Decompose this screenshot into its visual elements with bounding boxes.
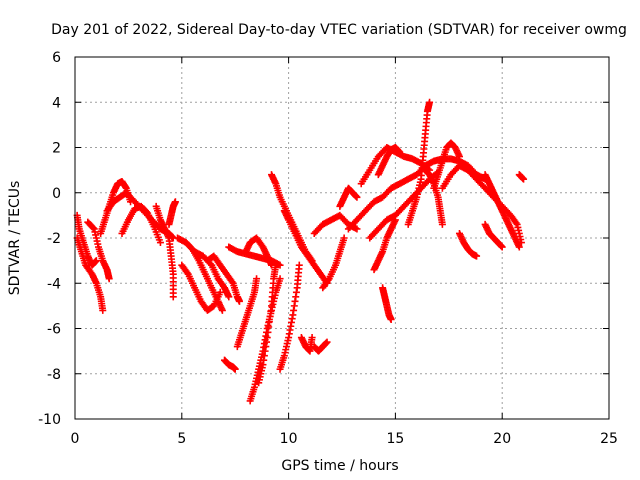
data-point: [99, 306, 107, 314]
data-point: [228, 278, 236, 286]
y-tick-label: 2: [52, 141, 61, 157]
y-tick-label: -4: [47, 276, 61, 292]
series-track12: [203, 252, 243, 305]
series-track15: [233, 275, 261, 351]
series-track18: [255, 261, 280, 387]
data-point: [92, 257, 100, 265]
series-track26: [336, 184, 361, 210]
y-tick-label: -6: [47, 322, 61, 338]
series-track39: [481, 220, 506, 251]
data-point: [169, 293, 177, 301]
series-track20: [276, 261, 303, 373]
data-point: [387, 315, 395, 323]
y-axis-title: SDTVAR / TECUs: [7, 181, 23, 296]
series-track06: [118, 202, 164, 247]
y-tick-label: -10: [38, 412, 61, 428]
data-point: [391, 216, 399, 224]
series-track13: [221, 356, 239, 373]
series-track24: [310, 211, 361, 237]
x-axis-title: GPS time / hours: [281, 458, 398, 474]
series-track03: [84, 218, 113, 283]
data-point: [235, 297, 243, 305]
x-tick-label: 5: [177, 431, 186, 447]
series-track19: [268, 171, 316, 265]
series-track30: [370, 216, 399, 274]
data-point: [396, 148, 404, 156]
data-point: [183, 269, 191, 277]
data-point: [295, 261, 303, 269]
series-track40: [515, 171, 528, 183]
series-track25: [319, 234, 348, 292]
plot-frame: [74, 56, 610, 420]
data-point: [276, 275, 284, 283]
x-tick-labels: 0 5 10 15 20 25: [71, 431, 618, 447]
data-point: [438, 220, 446, 228]
series-track38: [481, 171, 523, 251]
data-point: [340, 234, 348, 242]
data-point: [515, 243, 523, 251]
series-track37: [455, 229, 481, 260]
x-tick-label: 20: [493, 431, 511, 447]
series-track23: [310, 338, 331, 355]
data-point: [498, 243, 506, 251]
x-tick-label: 0: [71, 431, 80, 447]
data-point: [272, 261, 280, 269]
data-point: [426, 98, 434, 106]
y-tick-label: -8: [47, 367, 61, 383]
series-track02: [73, 211, 100, 269]
data-point: [216, 288, 224, 296]
x-tick-label: 25: [600, 431, 618, 447]
data-point: [353, 193, 361, 201]
series-track07: [152, 202, 177, 301]
data-point: [171, 198, 179, 206]
series-track22: [297, 334, 316, 355]
series-track04: [97, 177, 135, 237]
y-tick-label: 6: [52, 50, 61, 66]
data-point: [156, 239, 164, 247]
y-tick-label: -2: [47, 231, 61, 247]
x-tick-label: 15: [386, 431, 404, 447]
series-track33: [404, 98, 434, 228]
x-tick-label: 10: [280, 431, 298, 447]
data-point: [455, 153, 463, 161]
data-point: [218, 306, 226, 314]
data-point: [323, 338, 331, 346]
y-tick-label: 0: [52, 186, 61, 202]
data-point: [353, 225, 361, 233]
series-track08: [165, 198, 179, 228]
data-point: [512, 219, 520, 227]
data-point: [520, 175, 528, 183]
data-point: [253, 275, 261, 283]
series-track35: [430, 139, 463, 192]
data-point: [324, 276, 332, 284]
data-point: [231, 365, 239, 373]
y-tick-label: 4: [52, 95, 61, 111]
data-point: [225, 293, 233, 301]
series-track10: [178, 261, 224, 314]
data-marks: [73, 98, 528, 405]
series-track31: [379, 284, 395, 323]
data-point: [473, 252, 481, 260]
series-track16: [242, 234, 276, 269]
series-track32: [374, 144, 404, 179]
data-point: [308, 334, 316, 342]
y-tick-labels: -10 -8 -6 -4 -2 0 2 4 6: [38, 50, 61, 428]
data-point: [89, 224, 97, 232]
data-point: [105, 275, 113, 283]
chart-title: Day 201 of 2022, Sidereal Day-to-day VTE…: [51, 22, 627, 38]
